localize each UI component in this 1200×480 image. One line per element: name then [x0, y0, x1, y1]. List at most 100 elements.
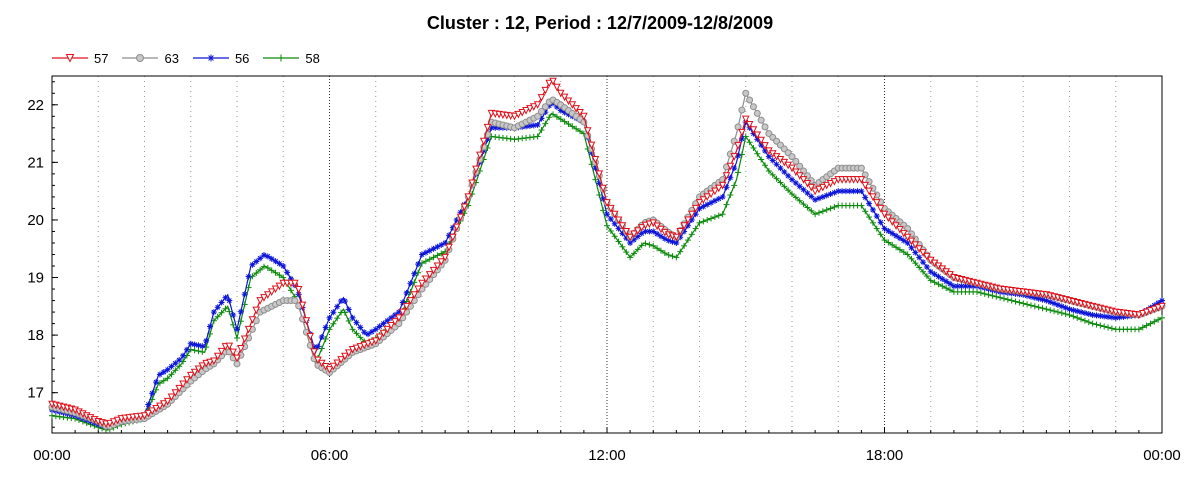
marker-star — [719, 193, 726, 200]
marker-triangle — [903, 233, 912, 242]
marker-triangle — [826, 179, 835, 188]
marker-plus — [1101, 323, 1108, 330]
marker-plus — [619, 243, 626, 250]
marker-plus — [1051, 308, 1058, 315]
marker-triangle — [583, 127, 592, 135]
marker-star — [338, 298, 345, 305]
marker-triangle — [1142, 308, 1151, 317]
marker-triangle — [248, 316, 257, 324]
marker-plus — [607, 227, 614, 234]
marker-triangle — [680, 222, 688, 230]
marker-plus — [577, 128, 584, 135]
marker-plus — [615, 238, 622, 245]
x-tick-label: 00:00 — [1143, 447, 1181, 464]
marker-plus — [260, 263, 267, 270]
marker-plus — [565, 120, 572, 127]
marker-triangle — [684, 216, 692, 225]
marker-star — [207, 323, 214, 330]
marker-triangle — [402, 302, 411, 311]
marker-star — [923, 263, 930, 270]
marker-star — [284, 269, 291, 276]
marker-star — [881, 225, 888, 232]
marker-plus — [646, 241, 653, 248]
marker-triangle — [65, 54, 75, 63]
marker-circle — [291, 297, 299, 305]
marker-plus — [1135, 326, 1142, 333]
marker-triangle — [267, 288, 276, 297]
marker-circle — [792, 157, 800, 165]
marker-triangle — [861, 181, 870, 190]
marker-triangle — [1154, 304, 1162, 312]
marker-triangle — [699, 196, 708, 204]
marker-triangle — [225, 342, 234, 351]
marker-plus — [430, 254, 437, 261]
marker-star — [947, 280, 954, 287]
marker-plus — [1074, 314, 1081, 321]
marker-star — [149, 390, 156, 397]
marker-plus — [573, 125, 580, 132]
marker-triangle — [445, 243, 453, 252]
marker-plus — [1008, 297, 1015, 304]
marker-star — [704, 201, 711, 208]
legend-item-63: 63 — [122, 50, 179, 66]
marker-star — [657, 233, 664, 240]
marker-plus — [819, 208, 826, 215]
marker-plus — [226, 308, 233, 315]
marker-plus — [1031, 303, 1038, 310]
marker-star — [372, 326, 379, 333]
marker-plus — [873, 225, 880, 232]
marker-triangle — [163, 397, 172, 406]
marker-plus — [684, 237, 691, 244]
marker-triangle — [880, 210, 889, 219]
marker-star — [935, 273, 942, 280]
marker-plus — [1066, 311, 1073, 318]
marker-triangle — [591, 155, 600, 164]
marker-plus — [1004, 296, 1011, 303]
marker-triangle — [344, 349, 353, 357]
marker-triangle — [811, 187, 819, 196]
legend-swatch — [52, 54, 88, 63]
marker-star — [534, 121, 541, 128]
marker-circle — [537, 108, 545, 116]
marker-circle — [534, 112, 542, 120]
marker-triangle — [356, 343, 365, 351]
marker-star — [611, 220, 618, 227]
marker-triangle — [1158, 302, 1166, 311]
marker-triangle — [857, 176, 866, 184]
marker-plus — [931, 279, 938, 286]
marker-triangle — [545, 79, 553, 88]
marker-triangle — [707, 190, 715, 199]
marker-triangle — [549, 77, 557, 86]
marker-star — [276, 260, 283, 267]
marker-triangle — [175, 384, 183, 393]
marker-star — [789, 176, 795, 183]
marker-plus — [280, 274, 287, 281]
marker-plus — [1151, 318, 1158, 325]
marker-triangle — [603, 199, 611, 207]
marker-triangle — [618, 222, 627, 230]
marker-plus — [912, 260, 919, 267]
marker-star — [654, 230, 661, 237]
y-tick-label: 20 — [27, 212, 44, 229]
marker-star — [885, 227, 892, 234]
marker-star — [203, 337, 210, 344]
marker-star — [191, 341, 198, 348]
marker-triangle — [672, 233, 681, 242]
marker-triangle — [449, 233, 457, 242]
marker-circle — [734, 123, 742, 131]
marker-triangle — [425, 271, 434, 279]
marker-triangle — [892, 222, 900, 230]
marker-triangle — [395, 314, 403, 322]
legend-label: 63 — [164, 50, 179, 66]
marker-plus — [700, 218, 707, 225]
marker-plus — [688, 231, 695, 238]
marker-triangle — [807, 183, 816, 192]
marker-triangle — [406, 297, 415, 305]
marker-star — [893, 232, 900, 239]
marker-star — [237, 308, 244, 315]
marker-plus — [222, 305, 229, 312]
marker-plus — [287, 287, 294, 294]
marker-plus — [762, 162, 769, 169]
marker-plus — [164, 375, 171, 382]
